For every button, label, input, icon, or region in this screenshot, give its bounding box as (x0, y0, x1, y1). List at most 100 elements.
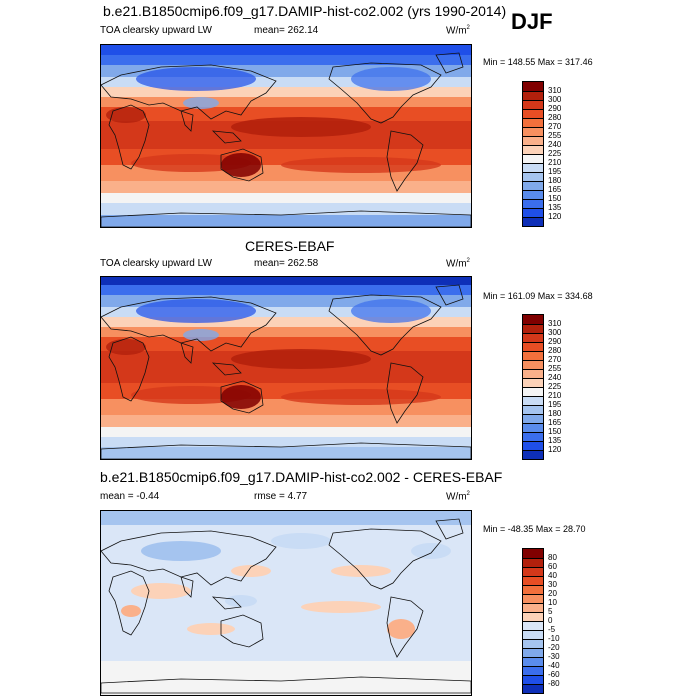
colorbar-tick-label: 60 (548, 562, 557, 571)
colorbar-tick-label: 135 (548, 436, 562, 445)
coastline-path (101, 210, 471, 227)
panel1-minmax: Min = 148.55 Max = 317.46 (483, 57, 593, 67)
colorbar-tick-label: 195 (548, 167, 562, 176)
colorbar-tick-label: 20 (548, 589, 557, 598)
figure-title: b.e21.B1850cmip6.f09_g17.DAMIP-hist-co2.… (103, 3, 507, 19)
colorbar-tick-label: -5 (548, 625, 556, 634)
coastline-path (180, 110, 194, 132)
colorbar-tick-label: 240 (548, 140, 562, 149)
colorbar-tick-label: 180 (548, 176, 562, 185)
coastline-path (108, 336, 150, 402)
colorbar-tick-label: 165 (548, 185, 562, 194)
map-field (101, 45, 471, 227)
panel2-colorbar (522, 314, 544, 460)
panel1-mean-label: mean= 262.14 (254, 25, 319, 36)
panel2-minmax: Min = 161.09 Max = 334.68 (483, 291, 593, 301)
colorbar-cell (523, 414, 543, 423)
colorbar-tick-label: 195 (548, 400, 562, 409)
colorbar-cell (523, 324, 543, 333)
colorbar-cell (523, 567, 543, 576)
coastlines (101, 518, 471, 694)
colorbar-cell (523, 333, 543, 342)
panel2-units: W/m2 (446, 258, 470, 270)
colorbar-cell (523, 154, 543, 163)
coastline-path (435, 518, 464, 540)
colorbar-cell (523, 549, 543, 558)
coastline-path (211, 130, 242, 144)
colorbar-tick-label: 120 (548, 445, 562, 454)
coastline-path (211, 596, 242, 610)
colorbar-tick-label: 280 (548, 346, 562, 355)
colorbar-tick-label: -60 (548, 670, 560, 679)
colorbar-tick-label: -30 (548, 652, 560, 661)
colorbar-cell (523, 612, 543, 621)
colorbar-tick-label: 30 (548, 580, 557, 589)
colorbar-cell (523, 199, 543, 208)
coastline-path (386, 596, 424, 658)
colorbar-tick-label: 225 (548, 382, 562, 391)
colorbar-cell (523, 360, 543, 369)
colorbar-tick-label: 150 (548, 194, 562, 203)
colorbar-cell (523, 450, 543, 459)
coastline-path (328, 294, 442, 356)
panel2-map (100, 276, 472, 460)
colorbar-tick-label: 310 (548, 86, 562, 95)
colorbar-tick-label: 300 (548, 95, 562, 104)
colorbar-cell (523, 432, 543, 441)
coastline-path (180, 342, 194, 364)
colorbar-cell (523, 639, 543, 648)
colorbar-cell (523, 405, 543, 414)
coastline-path (101, 530, 277, 586)
colorbar-tick-label: 310 (548, 319, 562, 328)
colorbar-cell (523, 109, 543, 118)
colorbar-cell (523, 684, 543, 693)
colorbar-tick-label: 270 (548, 355, 562, 364)
colorbar-tick-label: 180 (548, 409, 562, 418)
colorbar-cell (523, 91, 543, 100)
colorbar-tick-label: 210 (548, 158, 562, 167)
panel1-map (100, 44, 472, 228)
coastline-path (220, 614, 264, 648)
colorbar-cell (523, 441, 543, 450)
colorbar-cell (523, 127, 543, 136)
coastline-path (328, 528, 442, 590)
colorbar-cell (523, 172, 543, 181)
coastline-path (386, 362, 424, 424)
coastline-path (386, 130, 424, 192)
coastline-path (220, 148, 264, 182)
colorbar-tick-label: 270 (548, 122, 562, 131)
colorbar-cell (523, 136, 543, 145)
colorbar-cell (523, 82, 543, 91)
map-field (101, 511, 471, 695)
colorbar-cell (523, 145, 543, 154)
colorbar-tick-label: 40 (548, 571, 557, 580)
colorbar-tick-label: 120 (548, 212, 562, 221)
colorbar-cell (523, 621, 543, 630)
panel3-map (100, 510, 472, 696)
panel1-variable-label: TOA clearsky upward LW (100, 25, 212, 36)
colorbar-cell (523, 585, 543, 594)
colorbar-tick-label: 225 (548, 149, 562, 158)
coastline-path (328, 62, 442, 124)
colorbar-tick-label: -10 (548, 634, 560, 643)
panel3-rmse-label: rmse = 4.77 (254, 491, 308, 502)
coastline-path (435, 284, 464, 306)
colorbar-cell (523, 118, 543, 127)
colorbar-cell (523, 378, 543, 387)
coastline-path (101, 442, 471, 459)
panel2-mean-label: mean= 262.58 (254, 258, 319, 269)
panel3-colorbar (522, 548, 544, 694)
colorbar-tick-label: 135 (548, 203, 562, 212)
colorbar-tick-label: 5 (548, 607, 553, 616)
panel1-units: W/m2 (446, 25, 470, 37)
colorbar-tick-label: 10 (548, 598, 557, 607)
colorbar-tick-label: 80 (548, 553, 557, 562)
colorbar-cell (523, 190, 543, 199)
colorbar-cell (523, 657, 543, 666)
colorbar-cell (523, 351, 543, 360)
colorbar-cell (523, 100, 543, 109)
colorbar-tick-label: 290 (548, 104, 562, 113)
colorbar-cell (523, 630, 543, 639)
colorbar-cell (523, 423, 543, 432)
coastline-path (108, 570, 150, 636)
